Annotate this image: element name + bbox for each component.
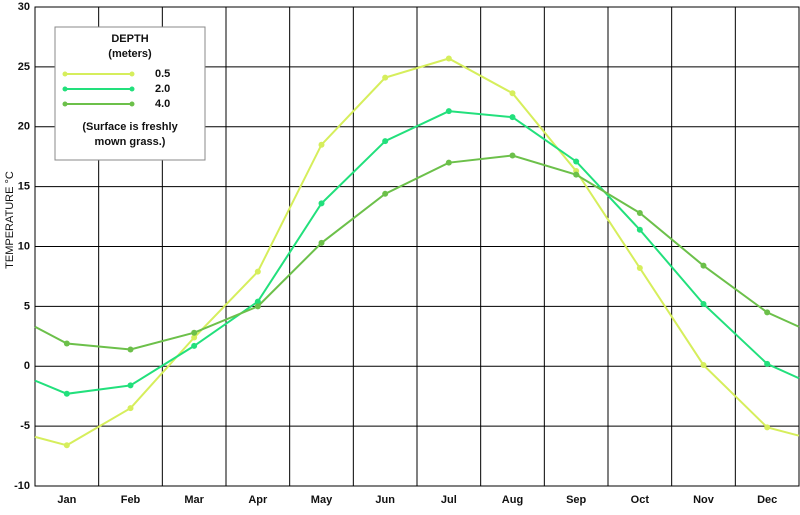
x-tick-label: Nov [693, 494, 715, 506]
data-point [382, 190, 389, 197]
legend-swatch-dot [62, 86, 68, 92]
data-point [764, 424, 771, 431]
y-tick-label: 20 [18, 121, 30, 133]
data-point [700, 300, 707, 307]
data-point [63, 442, 70, 449]
data-point [700, 262, 707, 269]
x-tick-label: Jun [375, 494, 395, 506]
data-point [254, 303, 261, 310]
data-point [573, 171, 580, 178]
data-point [764, 360, 771, 367]
x-tick-label: Apr [248, 494, 268, 506]
legend-swatch-dot [129, 101, 135, 107]
data-point [63, 340, 70, 347]
data-point [382, 74, 389, 81]
legend-swatch-dot [129, 86, 135, 92]
y-axis-label: TEMPERATURE °C [4, 171, 16, 269]
x-tick-label: Sep [566, 494, 586, 506]
legend-label: 4.0 [155, 98, 170, 110]
data-point [636, 265, 643, 272]
data-point [573, 158, 580, 165]
legend-box [54, 26, 206, 161]
x-tick-label: Dec [757, 494, 777, 506]
x-tick-label: May [311, 494, 333, 506]
legend-label: 2.0 [155, 83, 170, 95]
series-line [34, 110, 800, 395]
x-tick-label: Mar [184, 494, 204, 506]
x-tick-label: Oct [631, 494, 650, 506]
y-tick-label: 30 [18, 1, 30, 13]
legend-label: 0.5 [155, 68, 170, 80]
series-line [34, 154, 800, 351]
legend-title: DEPTH [111, 33, 148, 45]
legend-subtitle: (meters) [108, 48, 152, 60]
legend-note: mown grass.) [95, 136, 166, 148]
data-point [445, 55, 452, 62]
data-point [445, 108, 452, 115]
data-point [445, 159, 452, 166]
legend-note: (Surface is freshly [82, 121, 178, 133]
data-point [318, 239, 325, 246]
x-tick-label: Jul [441, 494, 457, 506]
data-point [509, 90, 516, 97]
data-point [63, 390, 70, 397]
data-point [382, 138, 389, 145]
x-tick-label: Aug [502, 494, 523, 506]
data-point [127, 405, 134, 412]
y-tick-label: -10 [14, 480, 30, 492]
data-point [636, 209, 643, 216]
data-point [191, 334, 198, 341]
y-tick-label: 25 [18, 61, 30, 73]
y-tick-label: 10 [18, 240, 30, 252]
y-tick-label: 5 [24, 300, 30, 312]
data-point [318, 141, 325, 148]
data-point [764, 309, 771, 316]
x-tick-label: Feb [121, 494, 141, 506]
data-point [636, 226, 643, 233]
data-point [254, 298, 261, 305]
data-point [127, 382, 134, 389]
data-point [191, 329, 198, 336]
y-tick-label: -5 [20, 420, 30, 432]
data-point [254, 268, 261, 275]
data-point [509, 152, 516, 159]
legend-swatch-dot [62, 71, 68, 77]
data-point [509, 114, 516, 121]
y-tick-label: 0 [24, 360, 30, 372]
x-tick-label: Jan [57, 494, 76, 506]
data-point [127, 346, 134, 353]
legend-swatch-dot [62, 101, 68, 107]
legend-swatch-dot [129, 71, 135, 77]
data-point [700, 362, 707, 369]
data-point [191, 342, 198, 349]
y-tick-label: 15 [18, 181, 30, 193]
series-line [34, 57, 800, 447]
data-point [318, 200, 325, 207]
